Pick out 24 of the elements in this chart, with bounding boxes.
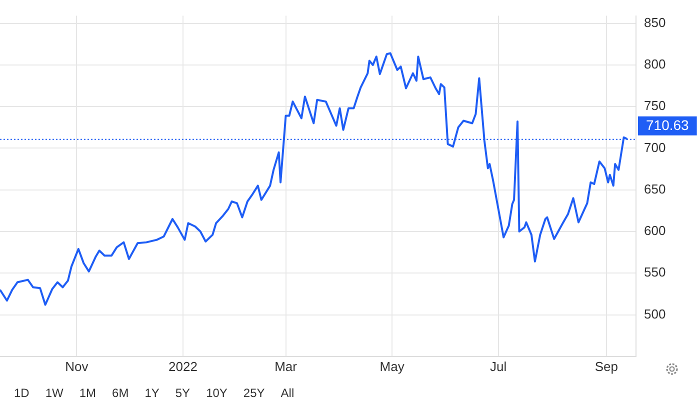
text: 1D bbox=[14, 386, 30, 400]
text: 5Y bbox=[175, 386, 190, 400]
text: 1M bbox=[79, 386, 96, 400]
y-tick-label: 600 bbox=[644, 223, 666, 238]
y-tick-label: 850 bbox=[644, 14, 666, 30]
y-tick-label: 650 bbox=[644, 181, 666, 196]
text: All bbox=[280, 386, 294, 400]
y-tick-label: 800 bbox=[644, 56, 666, 72]
text: 1W bbox=[45, 386, 64, 400]
x-tick-label: 2022 bbox=[168, 358, 198, 374]
y-tick-label: 700 bbox=[644, 140, 666, 155]
y-tick-label: 500 bbox=[644, 306, 666, 322]
text: 6M bbox=[112, 386, 129, 400]
y-tick-label: 550 bbox=[644, 264, 666, 280]
x-tick-label: Sep bbox=[594, 358, 618, 374]
text: 10Y bbox=[206, 386, 228, 400]
text: 25Y bbox=[243, 386, 265, 400]
x-tick-label: Jul bbox=[490, 358, 507, 374]
x-tick-label: Nov bbox=[65, 358, 89, 374]
ref-line-label: 710.63 bbox=[646, 117, 690, 134]
x-tick-label: May bbox=[380, 358, 405, 374]
text: 1Y bbox=[144, 386, 160, 400]
y-tick-label: 750 bbox=[644, 98, 666, 114]
x-tick-label: Mar bbox=[274, 358, 298, 374]
